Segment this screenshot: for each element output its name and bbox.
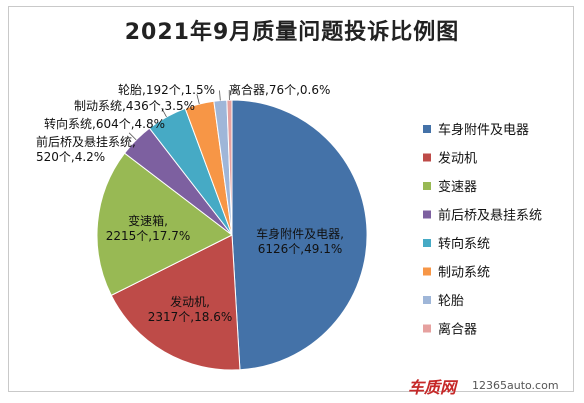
legend-entry-3: 变速器	[438, 179, 477, 195]
watermark-brand: 车质网	[408, 378, 457, 397]
legend-entry-1: 车身附件及电器	[438, 122, 529, 138]
data-label-2: 发动机, 2317个,18.6%	[148, 294, 232, 324]
data-label-6: 制动系统,436个,3.5%	[74, 99, 195, 113]
data-label-4: 前后桥及悬挂系统, 520个,4.2%	[36, 134, 136, 164]
legend-swatch-4	[423, 210, 431, 219]
data-label-3: 变速箱, 2215个,17.7%	[106, 213, 190, 243]
leader-line-7	[219, 90, 221, 101]
pie-slice-3	[96, 152, 233, 297]
legend-entry-6: 制动系统	[438, 266, 490, 281]
legend-swatch-3	[423, 182, 431, 190]
pie-slice-8	[226, 99, 233, 236]
pie-slice-2	[110, 234, 241, 371]
legend-swatch-6	[423, 267, 431, 276]
legend-entry-5: 转向系统	[438, 236, 490, 252]
leader-line-4	[128, 132, 137, 141]
legend-entry-4: 前后桥及悬挂系统	[438, 208, 542, 224]
legend-swatch-2	[423, 153, 431, 162]
data-label-8: 离合器,76个,0.6%	[229, 82, 330, 97]
leader-line-6	[196, 94, 200, 105]
watermark-site: 12365auto.com	[472, 379, 559, 392]
legend-swatch-8	[423, 324, 431, 333]
legend-swatch-7	[423, 296, 431, 304]
data-label-7: 轮胎,192个,1.5%	[118, 83, 215, 97]
legend-swatch-5	[423, 239, 431, 247]
legend-entry-8: 离合器	[438, 322, 477, 338]
chart-title: 2021年9月质量问题投诉比例图	[124, 20, 460, 45]
pie-slice-1	[231, 99, 368, 371]
legend-swatch-1	[423, 125, 431, 133]
data-label-1: 车身附件及电器, 6126个,49.1%	[256, 226, 344, 256]
legend-entry-2: 发动机	[438, 151, 477, 167]
legend-entry-7: 轮胎	[438, 294, 464, 309]
leader-line-5	[161, 108, 167, 118]
data-label-5: 转向系统,604个,4.8%	[44, 116, 165, 131]
